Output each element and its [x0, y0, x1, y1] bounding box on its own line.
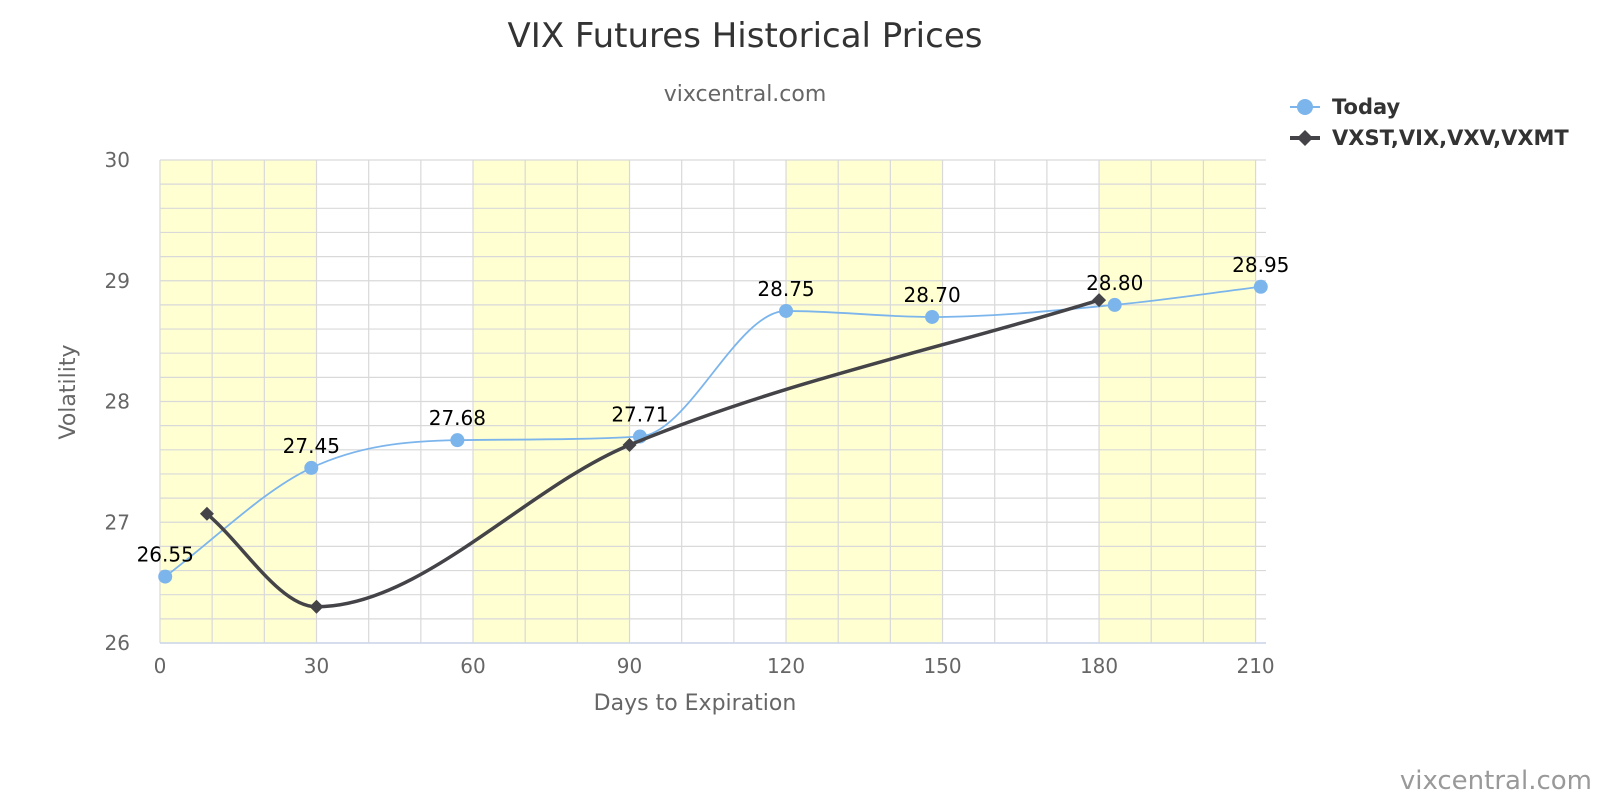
data-labels: 26.55 27.45 27.68 27.71 28.75 28.70 28.80 28.95: [137, 253, 1290, 567]
data-point-term-structure[interactable]: [309, 599, 324, 614]
data-point-term-structure[interactable]: [622, 437, 637, 452]
legend-today-label: Today: [1332, 95, 1401, 119]
data-point-today[interactable]: [779, 303, 794, 318]
credits-text[interactable]: vixcentral.com: [1400, 766, 1592, 796]
x-tick-label: 150: [923, 654, 961, 678]
data-point-term-structure[interactable]: [199, 506, 214, 521]
x-tick-label: 90: [617, 654, 642, 678]
x-tick-label: 0: [154, 654, 167, 678]
data-label-today: 28.70: [903, 283, 960, 307]
series-line-today: [164, 285, 1261, 578]
y-tick-label: 30: [105, 148, 130, 172]
series-line-term-structure: [205, 298, 1100, 609]
data-label-today: 27.45: [283, 434, 340, 458]
data-label-today: 28.80: [1086, 271, 1143, 295]
x-axis-title: Days to Expiration: [594, 691, 797, 716]
axes: 0 30 60 90 120 150 180 210 26 27 28 29 30: [105, 148, 1275, 678]
x-tick-label: 120: [767, 654, 805, 678]
legend-term-marker-icon: [1297, 130, 1313, 146]
chart-title: VIX Futures Historical Prices: [508, 16, 983, 56]
legend-term-label: VXST,VIX,VXV,VXMT: [1332, 126, 1569, 150]
data-point-today[interactable]: [450, 433, 465, 448]
chart-subtitle: vixcentral.com: [664, 82, 827, 107]
x-tick-label: 30: [304, 654, 329, 678]
data-label-today: 28.75: [757, 277, 814, 301]
data-label-today: 27.68: [429, 406, 486, 430]
data-point-today[interactable]: [1107, 297, 1122, 312]
data-point-today[interactable]: [925, 309, 940, 324]
y-tick-label: 28: [105, 390, 130, 414]
data-point-today[interactable]: [1253, 279, 1268, 294]
x-tick-label: 210: [1236, 654, 1274, 678]
data-label-today: 26.55: [137, 543, 194, 567]
y-tick-label: 29: [105, 269, 130, 293]
series-layer: [158, 279, 1268, 614]
data-point-term-structure[interactable]: [1092, 293, 1107, 308]
legend-item-today[interactable]: Today: [1290, 95, 1401, 119]
data-label-today: 27.71: [611, 403, 668, 427]
data-point-today[interactable]: [158, 569, 173, 584]
x-tick-label: 60: [460, 654, 485, 678]
grid-lines: [159, 159, 1266, 644]
y-tick-label: 26: [105, 631, 130, 655]
x-tick-label: 180: [1080, 654, 1118, 678]
legend: Today VXST,VIX,VXV,VXMT: [1290, 95, 1569, 150]
legend-item-term-structure[interactable]: VXST,VIX,VXV,VXMT: [1290, 126, 1569, 150]
data-point-today[interactable]: [304, 460, 319, 475]
y-axis-title: Volatility: [56, 344, 81, 439]
legend-today-marker-icon: [1297, 99, 1313, 115]
y-tick-label: 27: [105, 510, 130, 534]
data-label-today: 28.95: [1232, 253, 1289, 277]
